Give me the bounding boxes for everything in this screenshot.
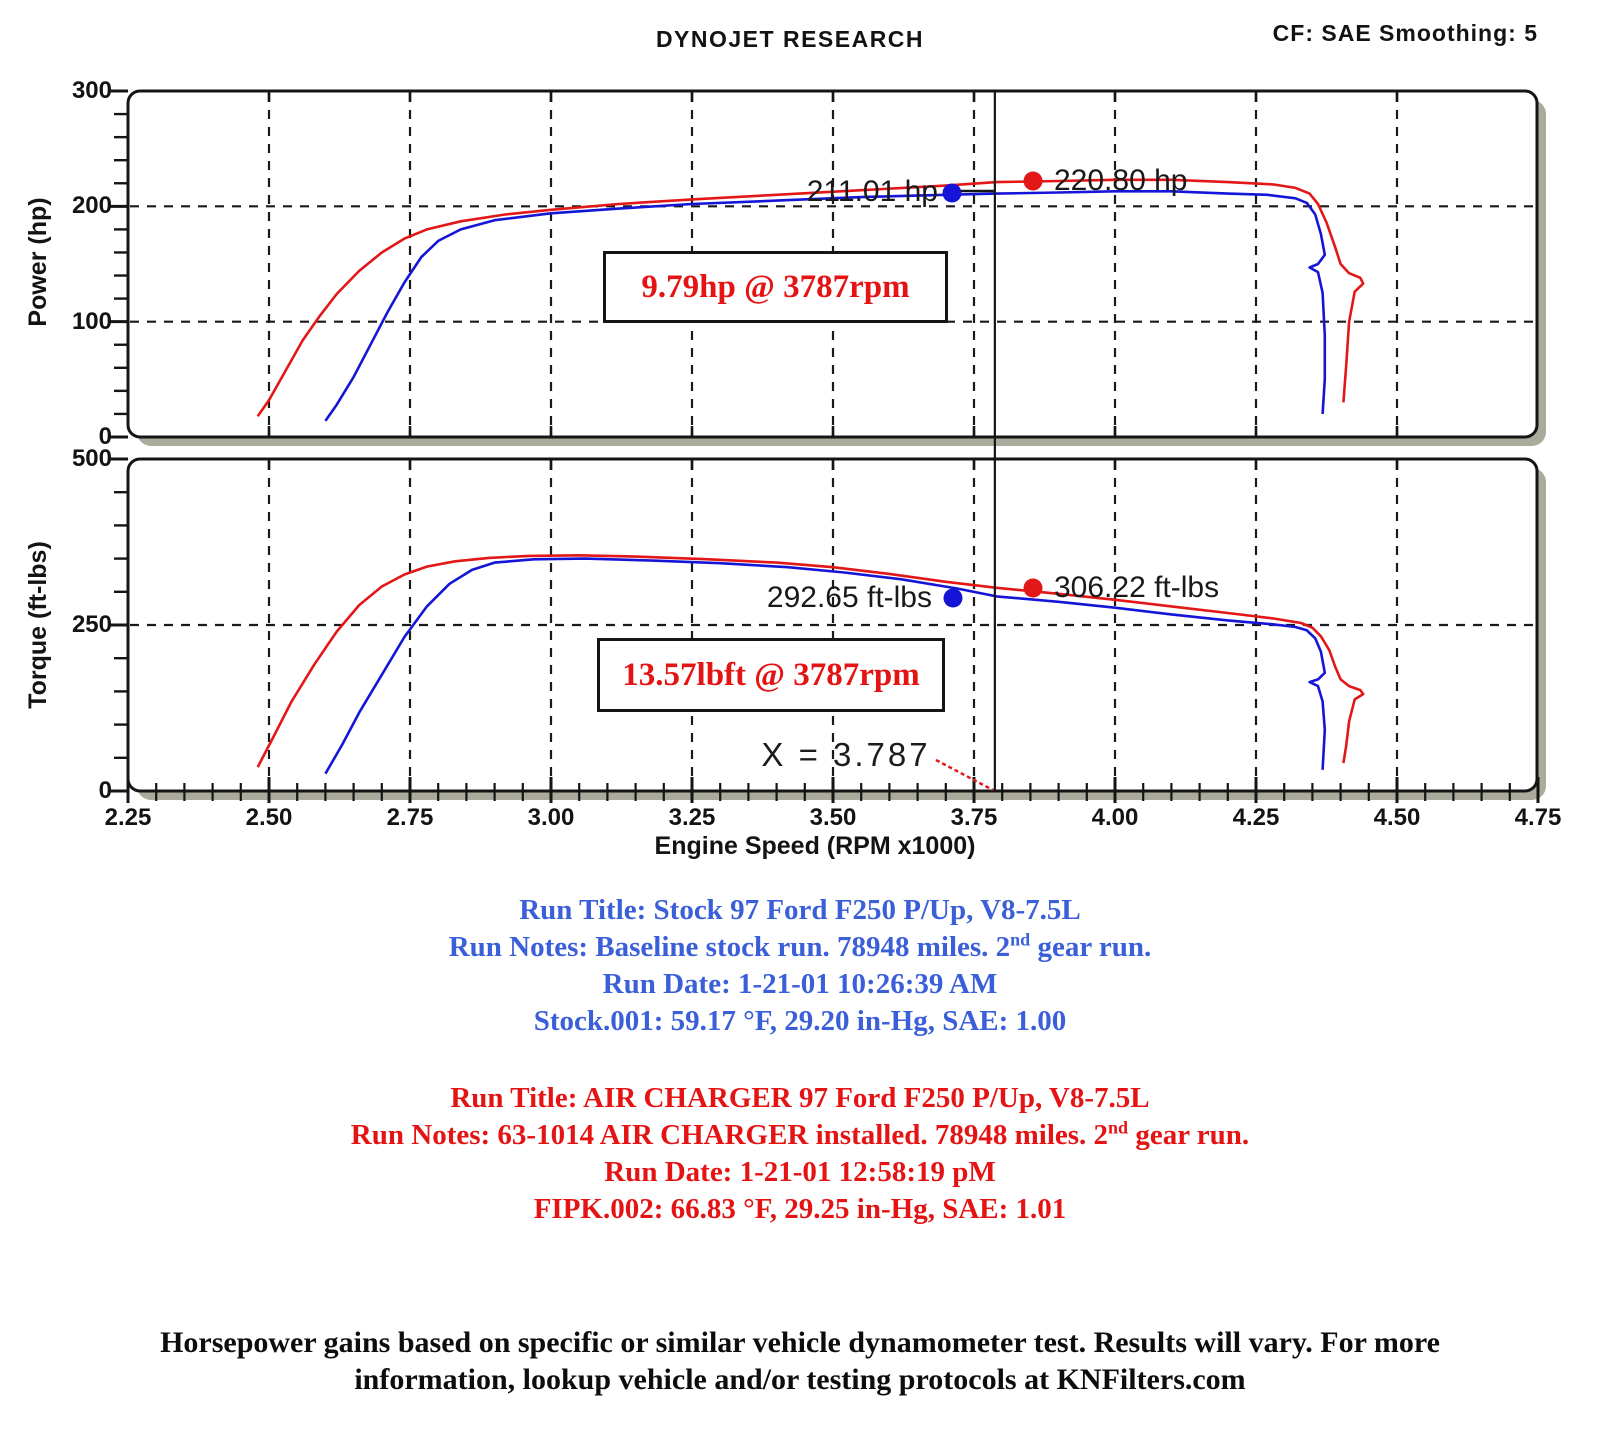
torque-stock-value-label: 292.65 ft-lbs (766, 581, 932, 614)
y-tick-label: 250 (71, 611, 112, 638)
disclaimer: Horsepower gains based on specific or si… (0, 1324, 1600, 1398)
run-info-stock: Run Title: Stock 97 Ford F250 P/Up, V8-7… (0, 892, 1600, 1040)
x-tick-label: 4.25 (1232, 804, 1280, 831)
power-gain-text: 9.79hp @ 3787rpm (641, 269, 910, 305)
cursor-marker-dot (942, 183, 962, 203)
aircharger-run-notes: Run Notes: 63-1014 AIR CHARGER installed… (350, 1117, 1250, 1151)
x-tick-label: 2.25 (104, 804, 152, 831)
y-tick-label: 100 (71, 307, 112, 335)
torque-gain-text: 13.57lbft @ 3787rpm (622, 657, 920, 693)
aircharger-run-conditions: FIPK.002: 66.83 °F, 29.25 in-Hg, SAE: 1.… (533, 1193, 1067, 1225)
cursor-marker-dot (1023, 171, 1043, 191)
x-tick-label: 3.75 (950, 804, 998, 831)
power-aircharger-value-label: 220.80 hp (1054, 164, 1188, 197)
x-tick-label: 4.00 (1091, 804, 1139, 831)
x-tick-label: 3.00 (527, 804, 575, 831)
torque-aircharger-value-label: 306.22 ft-lbs (1054, 571, 1220, 604)
stock-run-notes: Run Notes: Baseline stock run. 78948 mil… (448, 929, 1152, 963)
cursor-x-label: X = 3.787 (761, 736, 931, 773)
cursor-marker-dot (1023, 578, 1043, 598)
torque-gain-box: 13.57lbft @ 3787rpm (597, 638, 945, 712)
x-tick-label: 4.50 (1373, 804, 1421, 831)
power-gain-box: 9.79hp @ 3787rpm (603, 251, 948, 323)
y-tick-label: 200 (71, 192, 112, 220)
cursor-marker-dot (943, 588, 963, 608)
x-tick-label: 3.25 (668, 804, 716, 831)
y-tick-label: 0 (98, 423, 112, 450)
x-tick-label: 4.75 (1514, 804, 1562, 831)
x-tick-label: 2.50 (245, 804, 293, 831)
disclaimer-line-1: Horsepower gains based on specific or si… (160, 1326, 1440, 1359)
aircharger-run-title: Run Title: AIR CHARGER 97 Ford F250 P/Up… (450, 1082, 1150, 1114)
x-tick-label: 2.75 (386, 804, 434, 831)
page-title: DYNOJET RESEARCH (655, 26, 925, 52)
x-axis-title: Engine Speed (RPM x1000) (654, 832, 976, 860)
correction-smoothing-label: CF: SAE Smoothing: 5 (1272, 20, 1538, 46)
torque-axis-title: Torque (ft-lbs) (24, 541, 52, 709)
x-tick-label: 3.50 (809, 804, 857, 831)
y-tick-label: 500 (71, 445, 112, 472)
aircharger-run-date: Run Date: 1-21-01 12:58:19 pM (604, 1156, 996, 1188)
disclaimer-line-2: information, lookup vehicle and/or testi… (354, 1363, 1246, 1396)
stock-run-conditions: Stock.001: 59.17 °F, 29.20 in-Hg, SAE: 1… (533, 1005, 1067, 1037)
stock-run-title: Run Title: Stock 97 Ford F250 P/Up, V8-7… (519, 894, 1081, 926)
power-stock-value-label: 211.01 hp (806, 175, 938, 208)
run-info-aircharger: Run Title: AIR CHARGER 97 Ford F250 P/Up… (0, 1080, 1600, 1228)
y-tick-label: 0 (98, 777, 112, 804)
stock-run-date: Run Date: 1-21-01 10:26:39 AM (602, 968, 998, 1000)
y-tick-label: 300 (71, 77, 112, 104)
power-axis-title: Power (hp) (24, 197, 52, 327)
